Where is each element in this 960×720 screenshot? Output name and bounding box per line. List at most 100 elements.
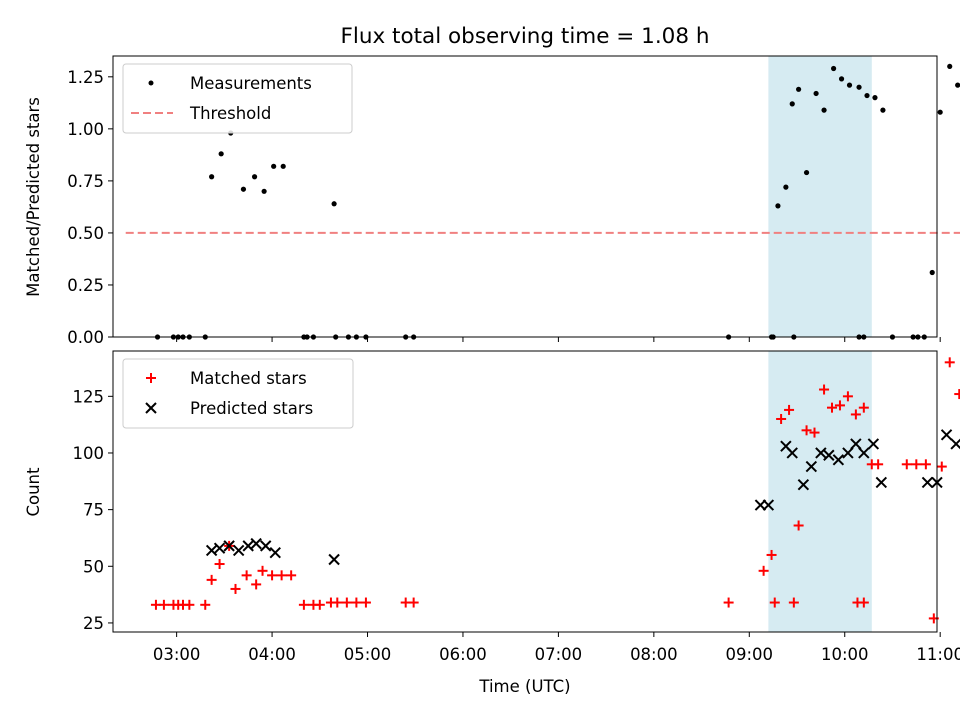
measurement-point	[846, 82, 853, 88]
predicted-star-point	[850, 438, 862, 450]
bottom-legend-box	[122, 358, 354, 429]
predicted-star-point	[805, 460, 818, 473]
top-x-ticks	[176, 337, 941, 342]
matched-star-point	[351, 597, 362, 608]
bottom-shaded-region	[768, 351, 872, 632]
measurement-point	[280, 163, 286, 169]
y-tick-label: 25	[83, 614, 104, 633]
matched-star-point	[920, 459, 931, 470]
x-tick-label: 04:00	[248, 645, 296, 664]
matched-star-point	[827, 402, 838, 413]
predicted-star-point	[328, 553, 340, 566]
matched-star-point	[784, 404, 795, 415]
matched-star-point	[184, 599, 195, 610]
predicted-star-point	[205, 544, 218, 557]
predicted-star-point	[242, 540, 254, 552]
predicted-star-point	[762, 499, 775, 511]
matched-star-point	[332, 597, 343, 608]
y-tick-label: 0.50	[67, 224, 104, 243]
x-tick-label: 11:00	[916, 645, 960, 664]
x-tick-label: 08:00	[630, 645, 678, 664]
x-tick-label: 03:00	[153, 645, 201, 664]
bottom-y-ticks: 25 50 75 100 125	[73, 387, 113, 633]
predicted-star-point	[823, 449, 835, 461]
predicted-star-point	[250, 537, 262, 550]
measurement-point	[813, 90, 819, 97]
measurement-point	[783, 184, 789, 190]
bottom-axes-frame	[112, 350, 938, 633]
measurement-point	[856, 84, 862, 90]
matched-star-point	[834, 400, 845, 411]
measurement-point	[240, 186, 247, 192]
chart-title: Flux total observing time = 1.08 h	[341, 24, 710, 49]
legend-marker-measurements	[148, 80, 154, 86]
matched-star-point	[873, 459, 884, 470]
matched-star-point	[809, 427, 820, 438]
matched-star-point	[850, 409, 861, 420]
matched-star-point	[819, 384, 830, 395]
legend-label-predicted-stars: Predicted stars	[190, 399, 313, 418]
matched-star-point	[758, 565, 769, 576]
measurement-point	[947, 63, 953, 70]
top-panel: 0.00 0.25 0.50 0.75 1.00 1.25 Matched/Predict…	[24, 55, 960, 347]
predicted-star-point	[867, 438, 880, 450]
matched-star-point	[954, 389, 960, 400]
y-tick-label: 0.00	[67, 328, 104, 347]
matched-star-point	[158, 599, 169, 610]
matched-star-point	[911, 459, 922, 470]
matched-star-point	[286, 570, 297, 581]
legend-label-matched-stars: Matched stars	[190, 369, 307, 388]
matched-star-point	[241, 570, 252, 581]
bottom-x-ticks: 03:00 04:00 05:00 06:00 07:00 08:00 09:00 10:00…	[153, 632, 960, 664]
y-tick-label: 100	[73, 444, 105, 463]
matched-star-point	[341, 597, 352, 608]
measurement-point	[261, 188, 267, 194]
measurement-point	[955, 82, 960, 88]
predicted-star-point	[921, 476, 934, 489]
y-tick-label: 125	[73, 387, 105, 406]
matched-star-point	[214, 559, 225, 570]
matched-star-point	[267, 570, 278, 581]
predicted-star-point	[950, 438, 960, 450]
measurement-point	[775, 203, 781, 209]
legend-marker-matched-stars	[146, 373, 156, 383]
matched-star-point	[360, 597, 371, 608]
predicted-star-point	[786, 447, 798, 459]
top-shaded-region	[768, 56, 872, 337]
matched-star-point	[206, 574, 217, 585]
x-tick-label: 06:00	[439, 645, 487, 664]
measurement-point	[209, 174, 215, 180]
matched-star-point	[230, 583, 241, 594]
measurement-point	[251, 174, 258, 180]
matched-star-point	[776, 413, 787, 424]
matched-star-point	[769, 597, 780, 608]
matched-star-point	[858, 402, 869, 413]
predicted-star-point	[815, 447, 827, 459]
matched-star-point	[408, 597, 419, 608]
predicted-star-point	[875, 476, 888, 489]
y-tick-label: 1.25	[67, 68, 104, 87]
predicted-star-point	[832, 454, 845, 466]
bottom-marks	[150, 357, 960, 624]
measurement-point	[880, 107, 886, 113]
x-tick-label: 09:00	[726, 645, 774, 664]
measurement-point	[271, 163, 277, 169]
x-axis-label: Time (UTC)	[478, 677, 570, 696]
predicted-star-point	[260, 540, 272, 552]
measurement-point	[872, 95, 878, 101]
matched-star-point	[901, 459, 912, 470]
legend-marker-predicted-stars	[145, 402, 157, 414]
measurement-point	[218, 151, 224, 157]
top-y-ticks: 0.00 0.25 0.50 0.75 1.00 1.25	[67, 68, 113, 347]
y-tick-label: 0.25	[67, 276, 104, 295]
bottom-panel: 25 50 75 100 125 03:00 04:00 05:00 06:00 07:00 08…	[24, 350, 960, 696]
x-tick-label: 05:00	[344, 645, 392, 664]
measurement-point	[789, 101, 795, 107]
measurement-point	[821, 107, 827, 113]
matched-star-point	[723, 597, 734, 608]
matched-star-point	[298, 599, 309, 610]
y-tick-label: 1.00	[67, 120, 104, 139]
matched-star-point	[944, 357, 955, 368]
matched-star-point	[257, 565, 268, 576]
